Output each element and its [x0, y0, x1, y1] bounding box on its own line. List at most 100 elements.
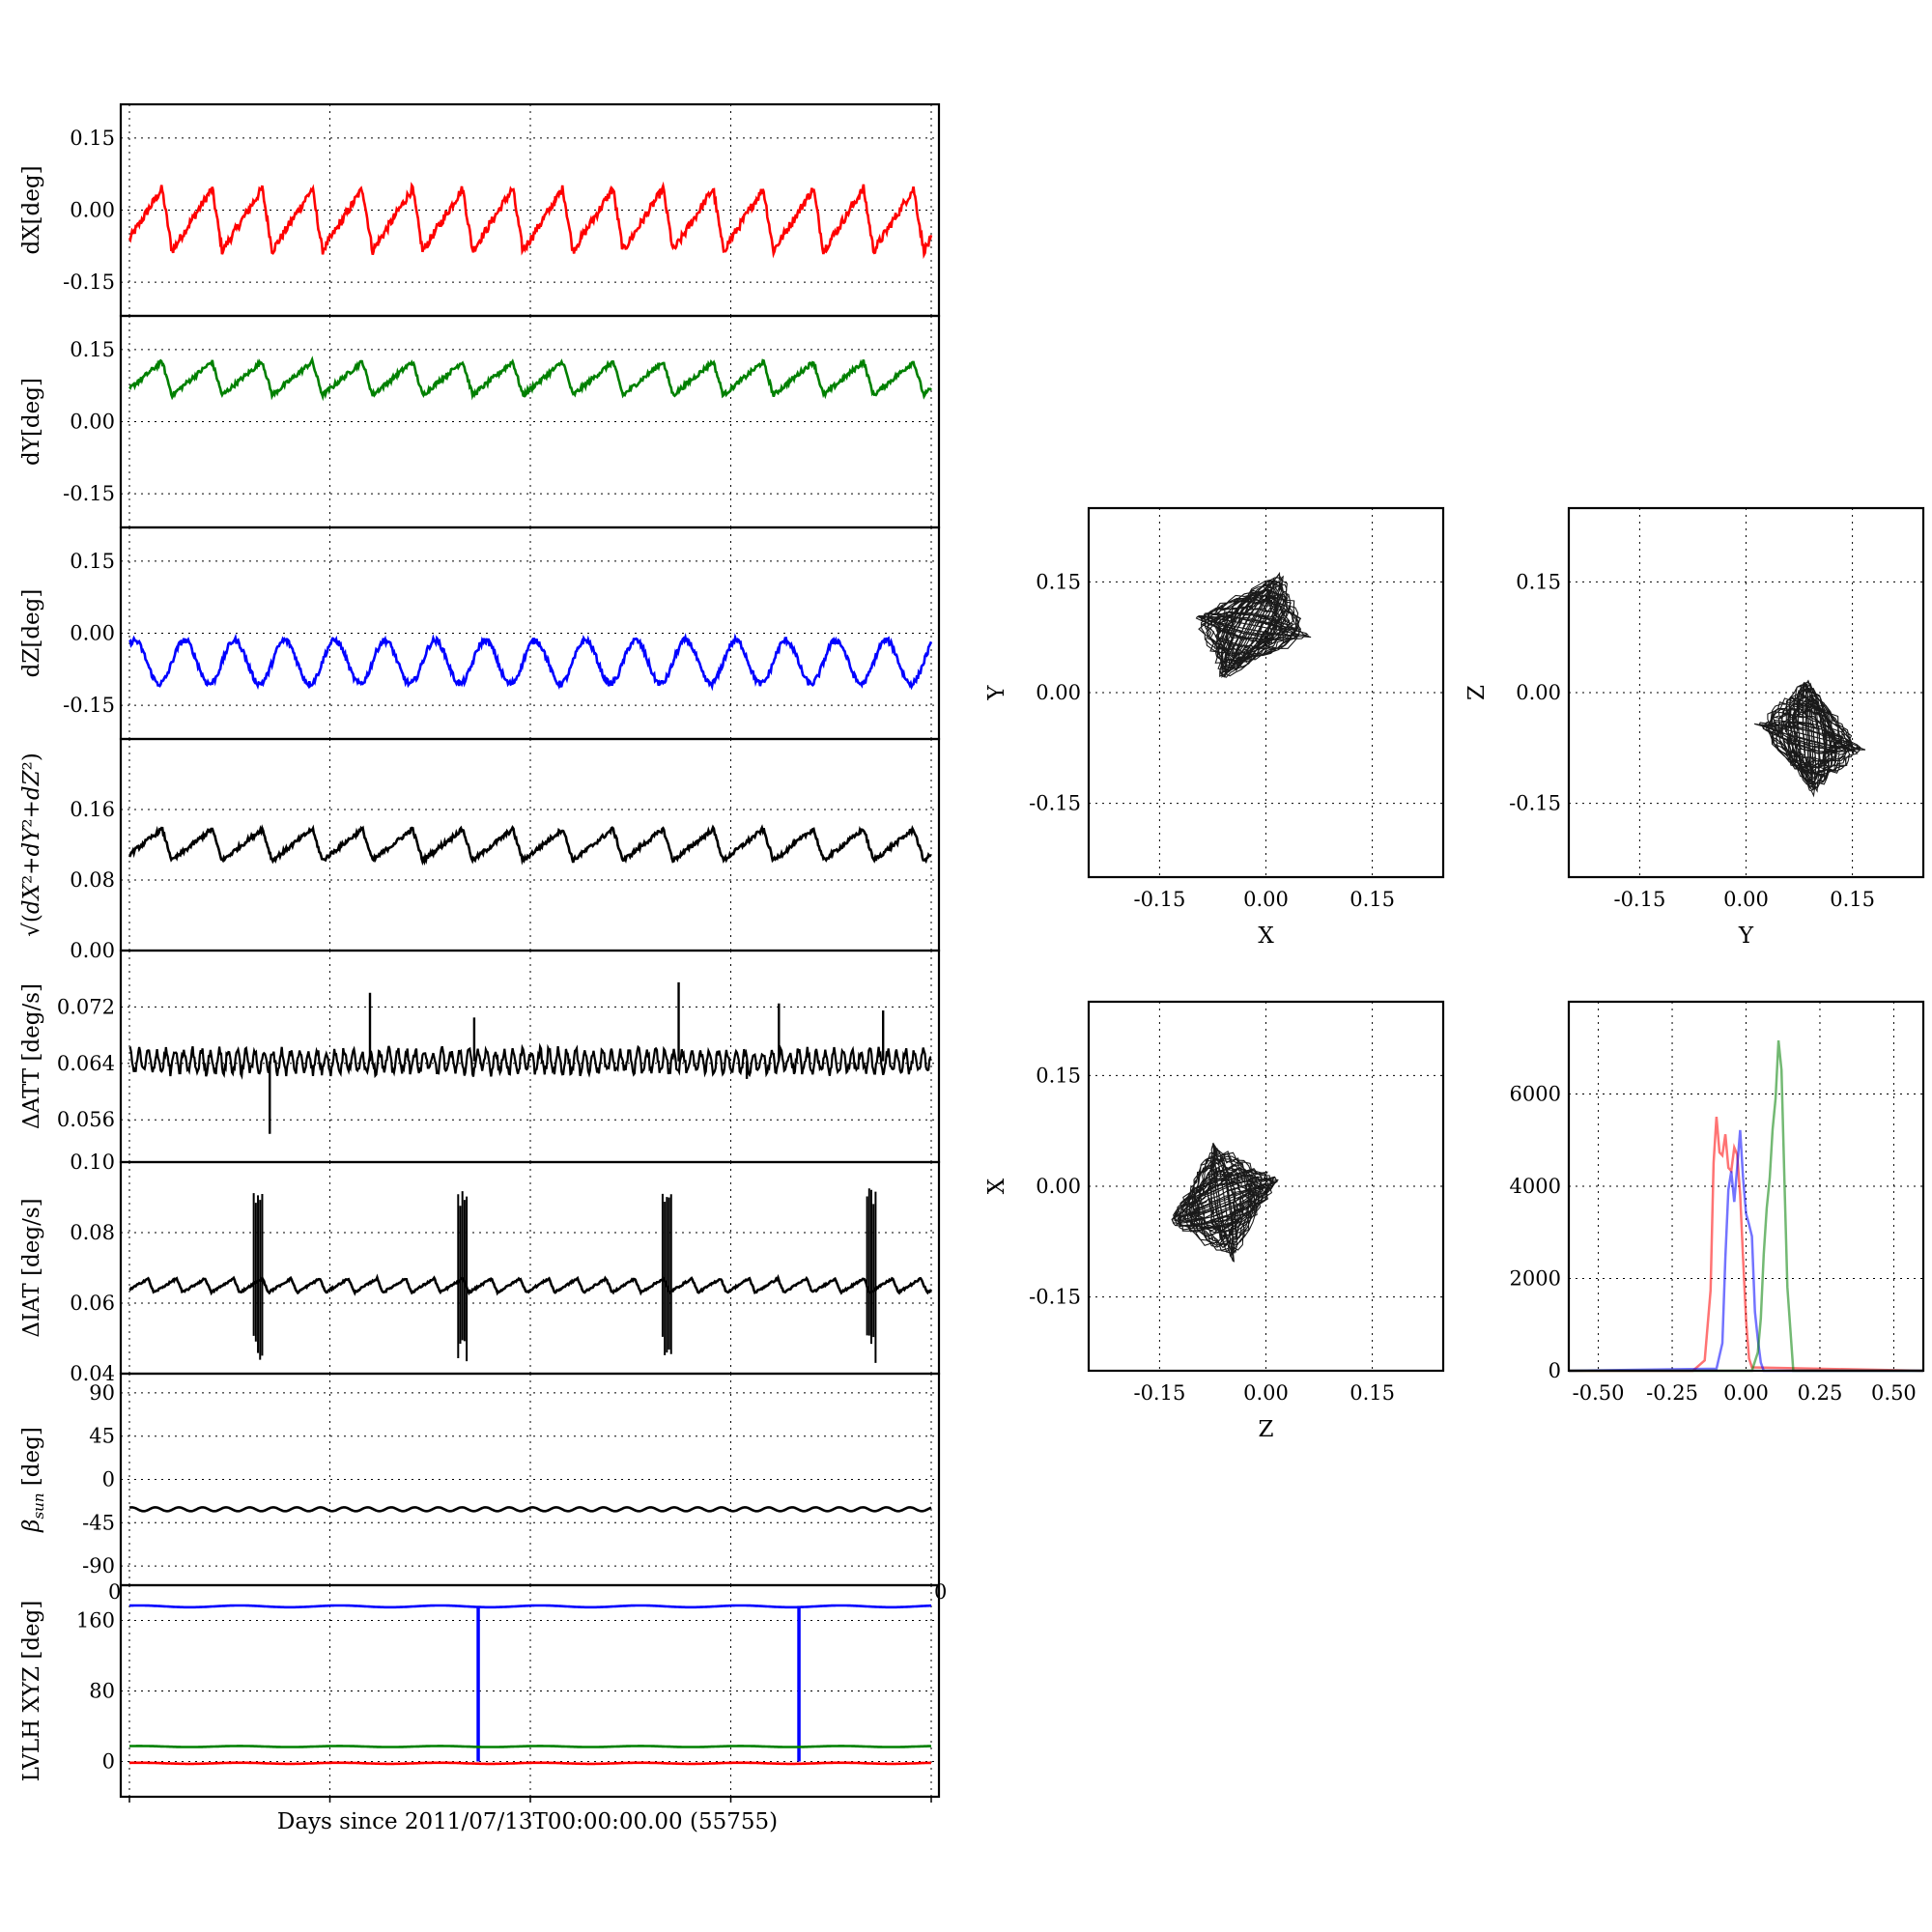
ylabel-xy: Y — [984, 685, 1009, 701]
xtick-xy-0: -0.15 — [1133, 888, 1185, 911]
xtick-yz-1: 0.00 — [1723, 888, 1769, 911]
ytick-xy-1: 0.00 — [1036, 681, 1081, 704]
xtick-hist-1: -0.25 — [1646, 1381, 1698, 1405]
x-axis-title-bottom: Days since 2011/07/13T00:00:00.00 (55755… — [277, 1809, 778, 1834]
ytick-lvlh-0: 0 — [102, 1750, 115, 1774]
ytick-datt-2: 0.072 — [57, 995, 115, 1018]
panel-frame-xy — [1087, 506, 1445, 879]
xtick-hist-2: 0.00 — [1723, 1381, 1769, 1405]
ytick-diat-1: 0.06 — [70, 1292, 115, 1315]
ytick-hist-2: 4000 — [1510, 1175, 1561, 1198]
panel-lvlh: 0 80 160 LVLH XYZ [deg] — [19, 1583, 941, 1799]
panel-dy: -0.15 0.00 0.15 dY[deg] — [19, 314, 941, 529]
panel-frame-zx — [1087, 1000, 1445, 1373]
xtick-xy-2: 0.15 — [1350, 888, 1395, 911]
ytick-zx-2: 0.15 — [1036, 1064, 1081, 1087]
ylabel-zx: X — [984, 1178, 1009, 1194]
ytick-beta-0: -90 — [82, 1554, 115, 1577]
ytick-hist-3: 6000 — [1510, 1083, 1561, 1106]
panel-dr: 0.00 0.08 0.16 √(dX²+dY²+dZ²) — [19, 737, 941, 962]
series-line-lvlh-2 — [129, 1761, 931, 1766]
panel-beta: -90 -45 0 45 90 βsun [deg] — [19, 1372, 941, 1587]
ytick-xy-2: 0.15 — [1036, 570, 1081, 593]
xtick-hist-0: -0.50 — [1573, 1381, 1625, 1405]
ylabel-diat: ΔIAT [deg/s] — [19, 1198, 44, 1337]
ytick-dy-1: 0.00 — [70, 411, 115, 434]
ylabel-yz: Z — [1464, 685, 1490, 700]
ytick-dy-0: -0.15 — [63, 482, 115, 505]
panel-frame-diat — [119, 1160, 941, 1376]
ytick-zx-0: -0.15 — [1029, 1286, 1081, 1309]
ytick-zx-1: 0.00 — [1036, 1175, 1081, 1198]
ytick-diat-2: 0.08 — [70, 1221, 115, 1244]
xlabel-yz: Y — [1738, 923, 1754, 949]
scatter-panel-zx: -0.15 -0.15 0.00 0.00 0.15 0.15 Z X — [984, 1000, 1445, 1442]
xtick-zx-0: -0.15 — [1133, 1381, 1185, 1405]
xtick-hist-3: 0.25 — [1798, 1381, 1843, 1405]
ytick-yz-1: 0.00 — [1516, 681, 1561, 704]
ylabel-lvlh: LVLH XYZ [deg] — [19, 1601, 44, 1782]
ylabel-dr: √(dX²+dY²+dZ²) — [19, 753, 44, 937]
scatter-panel-xy: -0.15 -0.15 0.00 0.00 0.15 0.15 X Y — [984, 506, 1445, 949]
panel-dz: -0.15 0.00 0.15 dZ[deg] — [19, 526, 941, 741]
ytick-dx-1: 0.00 — [70, 199, 115, 222]
ytick-yz-2: 0.15 — [1516, 570, 1561, 593]
ytick-xy-0: -0.15 — [1029, 792, 1081, 815]
ytick-dz-0: -0.15 — [63, 694, 115, 717]
ytick-dr-2: 0.16 — [70, 798, 115, 821]
ytick-beta-2: 0 — [102, 1468, 115, 1492]
ytick-dz-1: 0.00 — [70, 622, 115, 645]
ytick-hist-0: 0 — [1548, 1359, 1561, 1382]
scatter-panel-yz: -0.15 -0.15 0.00 0.00 0.15 0.15 Y Z — [1464, 506, 1925, 949]
ytick-dr-1: 0.08 — [70, 868, 115, 892]
xtick-xy-1: 0.00 — [1243, 888, 1289, 911]
xtick-zx-1: 0.00 — [1243, 1381, 1289, 1405]
ytick-diat-3: 0.10 — [70, 1151, 115, 1174]
ytick-dx-2: 0.15 — [70, 127, 115, 150]
ytick-dr-0: 0.00 — [70, 939, 115, 962]
xlabel-zx: Z — [1259, 1417, 1274, 1442]
panel-frame-hist — [1567, 1000, 1925, 1373]
ytick-dz-2: 0.15 — [70, 550, 115, 573]
stray-tick-left: 0 — [108, 1580, 121, 1604]
ylabel-datt: ΔATT [deg/s] — [19, 983, 44, 1129]
ylabel-beta: βsun [deg] — [19, 1427, 47, 1533]
scatter-and-histogram-panels: -0.15 -0.15 0.00 0.00 0.15 0.15 X Y -0.15 -0.15 0.… — [984, 506, 1925, 1442]
ylabel-dy: dY[deg] — [19, 378, 44, 466]
ytick-hist-1: 2000 — [1510, 1267, 1561, 1291]
ytick-beta-1: -45 — [82, 1511, 115, 1534]
xtick-zx-2: 0.15 — [1350, 1381, 1395, 1405]
ytick-beta-4: 90 — [89, 1381, 115, 1405]
xlabel-xy: X — [1258, 923, 1274, 949]
ylabel-dx: dX[deg] — [19, 165, 44, 254]
series-line-dz-0 — [128, 632, 933, 692]
scatter-cloud-xy — [1195, 571, 1312, 678]
series-line-dr-0 — [128, 824, 932, 867]
xtick-yz-0: -0.15 — [1613, 888, 1665, 911]
stray-tick-right: 0 — [934, 1580, 947, 1604]
series-line-dx-0 — [128, 181, 933, 260]
hist-line-2 — [1569, 1039, 1923, 1373]
xtick-yz-2: 0.15 — [1830, 888, 1875, 911]
hist-line-0 — [1569, 1116, 1924, 1373]
ytick-yz-0: -0.15 — [1509, 792, 1561, 815]
ytick-datt-0: 0.056 — [57, 1108, 115, 1131]
series-line-dy-0 — [128, 355, 933, 402]
series-line-datt-0 — [128, 1042, 932, 1080]
ytick-lvlh-1: 80 — [89, 1680, 115, 1703]
panel-frame-yz — [1567, 506, 1925, 879]
ytick-dx-0: -0.15 — [63, 270, 115, 294]
ytick-diat-0: 0.04 — [70, 1362, 115, 1385]
series-line-beta-0 — [128, 1506, 932, 1513]
ytick-datt-1: 0.064 — [57, 1052, 115, 1075]
time-series-panels: -0.15 0.00 0.15 dX[deg] -0.15 0.00 0.15 dY[deg]… — [19, 102, 941, 1803]
histogram-panel: -0.50 -0.25 0.00 0.25 0.50 0 2000 4000 6000 — [1510, 1000, 1925, 1405]
series-line-lvlh-1 — [129, 1745, 932, 1748]
xtick-hist-4: 0.50 — [1871, 1381, 1917, 1405]
ylabel-dz: dZ[deg] — [19, 589, 44, 678]
ytick-beta-3: 45 — [89, 1425, 115, 1448]
scatter-cloud-yz — [1753, 679, 1866, 798]
ytick-dy-2: 0.15 — [70, 338, 115, 361]
panel-diat: 0.04 0.06 0.08 0.10 ΔIAT [deg/s] — [19, 1151, 941, 1385]
scatter-cloud-zx — [1171, 1142, 1279, 1263]
